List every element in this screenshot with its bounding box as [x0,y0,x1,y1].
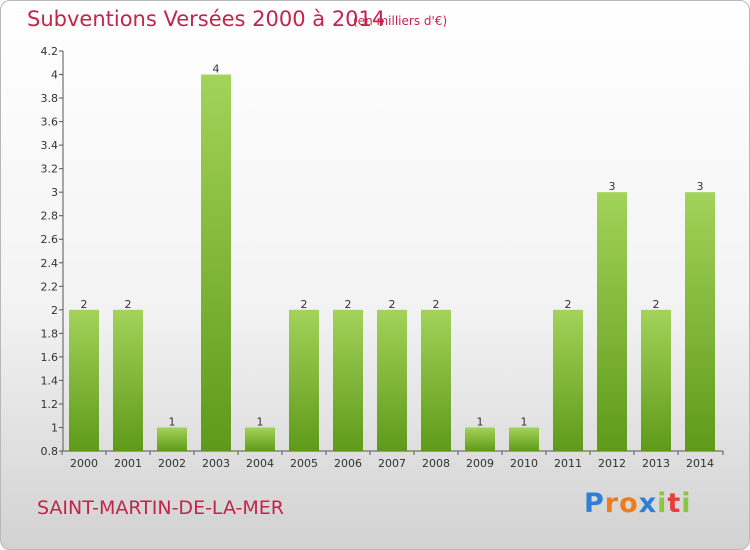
x-tick-label: 2003 [202,457,230,470]
x-tick-label: 2014 [686,457,714,470]
y-tick-label: 3.8 [41,92,59,105]
x-tick-label: 2004 [246,457,274,470]
bar-value-label: 3 [697,180,704,193]
y-tick-label: 1 [51,421,58,434]
chart-title: Subventions Versées 2000 à 2014 [27,7,386,31]
x-tick-label: 2008 [422,457,450,470]
bar-2007 [377,309,407,451]
x-tick-label: 2005 [290,457,318,470]
y-tick-label: 1.2 [41,398,59,411]
bar-value-label: 2 [301,298,308,311]
proxiti-logo[interactable]: Proxiti [584,488,692,519]
commune-name: SAINT-MARTIN-DE-LA-MER [37,497,284,519]
y-tick-label: 1.6 [41,351,59,364]
bar-2001 [113,309,143,451]
bar-2004 [245,427,275,451]
y-tick-label: 1.4 [41,374,59,387]
y-tick-label: 1.8 [41,327,59,340]
y-tick-label: 4.2 [41,45,59,58]
bar-value-label: 1 [257,415,264,428]
x-tick-label: 2011 [554,457,582,470]
bar-2005 [289,309,319,451]
bar-value-label: 3 [609,180,616,193]
y-tick-label: 2.6 [41,233,59,246]
y-tick-label: 2.4 [41,257,59,270]
bar-value-label: 4 [213,63,220,76]
y-tick-label: 2 [51,304,58,317]
x-tick-label: 2010 [510,457,538,470]
bar-2014 [685,192,715,452]
bar-2003 [201,74,231,451]
bar-value-label: 2 [565,298,572,311]
x-tick-label: 2001 [114,457,142,470]
y-tick-label: 4 [51,69,58,82]
bar-2012 [597,192,627,452]
bar-value-label: 2 [653,298,660,311]
bar-2011 [553,309,583,451]
x-tick-label: 2002 [158,457,186,470]
x-tick-label: 2013 [642,457,670,470]
bar-value-label: 2 [345,298,352,311]
bar-value-label: 2 [81,298,88,311]
bar-2000 [69,309,99,451]
y-tick-label: 3.2 [41,163,59,176]
y-tick-label: 3.6 [41,116,59,129]
bar-2008 [421,309,451,451]
y-tick-label: 2.2 [41,280,59,293]
y-tick-label: 3.4 [41,139,59,152]
x-tick-label: 2007 [378,457,406,470]
x-tick-label: 2000 [70,457,98,470]
bar-value-label: 2 [125,298,132,311]
x-tick-label: 2009 [466,457,494,470]
x-tick-label: 2006 [334,457,362,470]
bar-value-label: 1 [521,415,528,428]
y-tick-label: 2.8 [41,210,59,223]
x-tick-label: 2012 [598,457,626,470]
y-tick-label: 0.8 [41,445,59,458]
chart-subtitle: (en milliers d'€) [353,14,448,28]
bar-2006 [333,309,363,451]
bar-2013 [641,309,671,451]
bar-value-label: 2 [389,298,396,311]
bar-2009 [465,427,495,451]
bar-value-label: 1 [477,415,484,428]
bar-value-label: 1 [169,415,176,428]
bar-2010 [509,427,539,451]
bar-2002 [157,427,187,451]
bar-value-label: 2 [433,298,440,311]
y-tick-label: 3 [51,186,58,199]
